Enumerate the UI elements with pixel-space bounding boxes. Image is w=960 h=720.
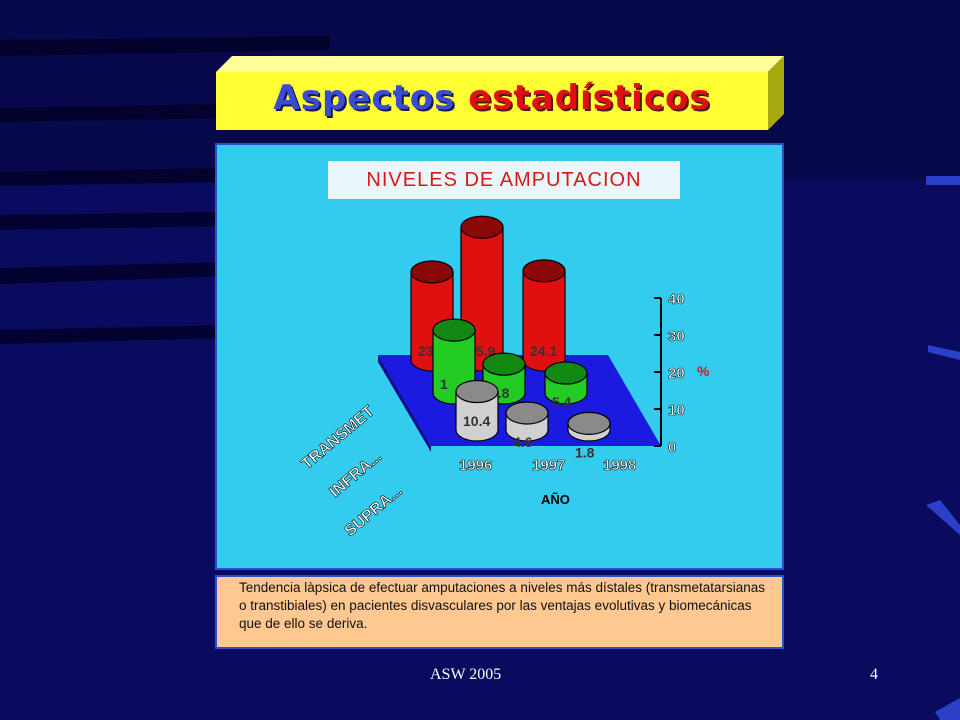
bar-value-label: 1 <box>440 376 448 392</box>
footer-page-number: 4 <box>870 666 878 683</box>
series-labels: TRANSMETINFRA...SUPRA... <box>298 402 406 540</box>
bar-value-label: 5.4 <box>552 394 572 410</box>
series-label: INFRA... <box>327 448 386 501</box>
bars-group: 23.8 35.9 24.117.85.410.44.61.8 <box>410 215 611 460</box>
slide-title: Aspectos estadísticos <box>216 78 768 118</box>
y-tick-label: 20 <box>668 365 685 382</box>
bar-top <box>410 260 454 284</box>
chart-floor-edge <box>378 355 431 452</box>
bar-infra-1997: 7.8 <box>482 352 526 405</box>
title-word-estadisticos: estadísticos <box>468 78 711 118</box>
bar-infra-1998: 5.4 <box>544 361 588 410</box>
bar-top <box>567 411 611 435</box>
bar-top <box>460 215 504 239</box>
x-axis-label: AÑO <box>541 492 570 507</box>
bar-value-label: 10.4 <box>463 413 490 429</box>
bar-top <box>505 401 549 425</box>
y-tick-label: 40 <box>668 291 685 308</box>
y-tick-label: 30 <box>668 328 685 345</box>
bar-transmet-1997: 4.6 <box>505 401 549 450</box>
bar-supra-1998: 24.1 <box>522 259 566 372</box>
bar-transmet-1998: 1.8 <box>567 411 611 460</box>
bar-value-label: 4.6 <box>513 434 533 450</box>
bar-body <box>455 390 499 442</box>
chart-title: NIVELES DE AMPUTACION <box>328 161 680 199</box>
bar-top <box>522 259 566 283</box>
x-axis-categories: 1996 1997 1998 <box>459 457 637 475</box>
title-word-aspectos: Aspectos <box>273 78 456 118</box>
x-category-label: 1997 <box>532 457 565 474</box>
y-tick-label: 0 <box>668 439 676 456</box>
y-axis-unit: % <box>697 363 710 379</box>
bar-transmet-1996: 10.4 <box>455 379 499 442</box>
bar-top <box>455 379 499 404</box>
y-tick-label: 10 <box>668 402 685 419</box>
bar-value-label: 1.8 <box>575 444 595 460</box>
bar-top <box>482 352 526 376</box>
footer-author: ASW 2005 <box>430 666 502 683</box>
series-label: SUPRA... <box>342 482 406 540</box>
title-banner-box <box>216 56 784 130</box>
description-text: Tendencia làpsica de efectuar amputacion… <box>215 575 784 649</box>
bar-value-label: 24.1 <box>530 343 557 359</box>
x-category-label: 1998 <box>603 457 636 474</box>
bar-top <box>544 361 588 385</box>
y-axis-ticks: 0 10 20 30 40 <box>654 291 685 456</box>
bar-top <box>432 318 476 342</box>
x-category-label: 1996 <box>459 457 492 474</box>
